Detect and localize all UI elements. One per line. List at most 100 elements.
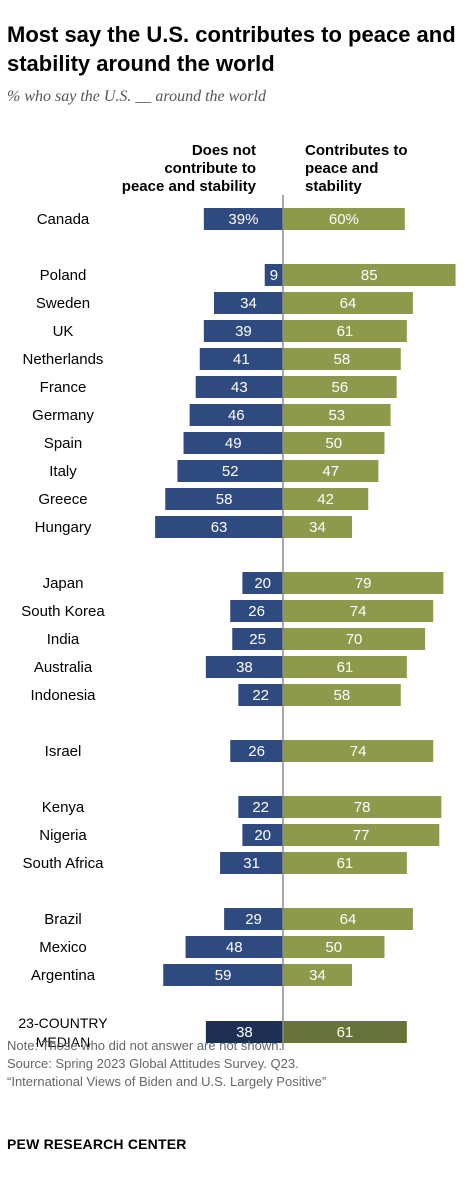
- country-label: Netherlands: [23, 351, 104, 368]
- data-label-contributes: 61: [337, 659, 354, 676]
- report-title-line: “International Views of Biden and U.S. L…: [7, 1074, 327, 1089]
- data-label-does-not-contribute: 46: [228, 407, 245, 424]
- header-does-not-contribute: Does not contribute to peace and stabili…: [120, 142, 256, 196]
- bar-does-not-contribute: [155, 516, 283, 538]
- data-label-does-not-contribute: 58: [216, 491, 233, 508]
- country-label: South Korea: [21, 603, 105, 620]
- chart-subtitle: % who say the U.S. __ around the world: [7, 88, 266, 105]
- bar-contributes: [283, 656, 407, 678]
- country-label: France: [40, 379, 87, 396]
- bar-contributes: [283, 460, 379, 482]
- bar-does-not-contribute: [242, 824, 283, 846]
- data-label-does-not-contribute: 26: [248, 603, 265, 620]
- pew-research-center-logo: PEW RESEARCH CENTER: [7, 1136, 187, 1152]
- bar-does-not-contribute: [177, 460, 283, 482]
- header-line: contribute to: [164, 160, 256, 177]
- data-label-does-not-contribute: 34: [240, 295, 257, 312]
- country-label: India: [47, 631, 80, 648]
- bar-does-not-contribute: [205, 656, 283, 678]
- bar-does-not-contribute: [213, 292, 283, 314]
- source-line: Source: Spring 2023 Global Attitudes Sur…: [7, 1056, 299, 1071]
- bar-contributes: [283, 740, 434, 762]
- bar-contributes: [283, 824, 440, 846]
- data-label-contributes: 64: [340, 911, 357, 928]
- country-label: Australia: [34, 659, 93, 676]
- data-label-contributes: 64: [340, 295, 357, 312]
- bar-does-not-contribute: [165, 488, 283, 510]
- data-label-does-not-contribute: 22: [252, 799, 269, 816]
- data-label-contributes: 78: [354, 799, 371, 816]
- bar-does-not-contribute: [163, 964, 283, 986]
- chart-title: Most say the U.S. contributes to peace a…: [7, 22, 456, 76]
- bar-contributes: [283, 516, 353, 538]
- header-line: Does not: [191, 142, 256, 159]
- bar-does-not-contribute: [224, 908, 283, 930]
- bar-does-not-contribute: [242, 572, 283, 594]
- country-label: UK: [53, 323, 74, 340]
- data-label-does-not-contribute: 39%: [228, 211, 258, 228]
- data-label-does-not-contribute: 26: [248, 743, 265, 760]
- country-label: Spain: [44, 435, 82, 452]
- data-label-contributes: 74: [350, 743, 367, 760]
- country-label: Poland: [40, 267, 87, 284]
- data-label-contributes: 70: [346, 631, 363, 648]
- data-label-does-not-contribute: 20: [254, 827, 271, 844]
- data-label-contributes: 61: [337, 855, 354, 872]
- country-label: Mexico: [39, 939, 87, 956]
- bar-does-not-contribute: [189, 404, 283, 426]
- data-label-does-not-contribute: 22: [252, 687, 269, 704]
- data-label-does-not-contribute: 9: [270, 267, 278, 284]
- footnotes: Note: Those who did not answer are not s…: [7, 1037, 326, 1091]
- data-label-does-not-contribute: 38: [236, 1024, 253, 1041]
- bar-does-not-contribute: [199, 348, 283, 370]
- bar-does-not-contribute: [195, 376, 283, 398]
- country-label: Indonesia: [30, 687, 96, 704]
- bar-does-not-contribute: [232, 628, 283, 650]
- data-label-does-not-contribute: 43: [231, 379, 248, 396]
- median-label: MEDIAN: [36, 1034, 90, 1050]
- bar-does-not-contribute: [230, 600, 283, 622]
- data-label-contributes: 79: [355, 575, 372, 592]
- data-label-contributes: 58: [334, 351, 351, 368]
- bar-contributes: [283, 320, 407, 342]
- bar-contributes: [283, 600, 434, 622]
- bar-contributes: [283, 208, 405, 230]
- bar-does-not-contribute: [185, 936, 283, 958]
- data-label-does-not-contribute: 41: [233, 351, 250, 368]
- bar-contributes: [283, 936, 385, 958]
- data-label-contributes: 34: [309, 519, 326, 536]
- bar-contributes: [283, 376, 397, 398]
- header-line: stability: [305, 178, 362, 195]
- country-label: Japan: [43, 575, 84, 592]
- data-label-contributes: 85: [361, 267, 378, 284]
- data-label-does-not-contribute: 29: [245, 911, 262, 928]
- header-contributes: Contributes to peace and stability: [305, 142, 445, 196]
- data-label-contributes: 61: [337, 1024, 354, 1041]
- header-line: Contributes to: [305, 142, 408, 159]
- data-label-does-not-contribute: 49: [225, 435, 242, 452]
- data-label-does-not-contribute: 31: [243, 855, 260, 872]
- bar-does-not-contribute: [220, 852, 283, 874]
- data-label-contributes: 77: [353, 827, 370, 844]
- data-label-contributes: 50: [325, 435, 342, 452]
- data-label-contributes: 56: [331, 379, 348, 396]
- data-label-contributes: 53: [328, 407, 345, 424]
- bar-contributes: [283, 432, 385, 454]
- bar-does-not-contribute: [238, 684, 283, 706]
- country-label: South Africa: [23, 855, 105, 872]
- data-label-does-not-contribute: 59: [215, 967, 232, 984]
- bar-contributes: [283, 684, 401, 706]
- bar-does-not-contribute: [238, 796, 283, 818]
- bar-does-not-contribute: [203, 208, 283, 230]
- bar-contributes: [283, 292, 413, 314]
- data-label-contributes: 47: [322, 463, 339, 480]
- bar-contributes: [283, 488, 369, 510]
- data-label-does-not-contribute: 25: [249, 631, 266, 648]
- bar-does-not-contribute: [205, 1021, 283, 1043]
- country-label: Italy: [49, 463, 77, 480]
- data-label-does-not-contribute: 63: [211, 519, 228, 536]
- data-label-does-not-contribute: 38: [236, 659, 253, 676]
- country-label: Canada: [37, 211, 90, 228]
- data-label-contributes: 50: [325, 939, 342, 956]
- country-label: Nigeria: [39, 827, 87, 844]
